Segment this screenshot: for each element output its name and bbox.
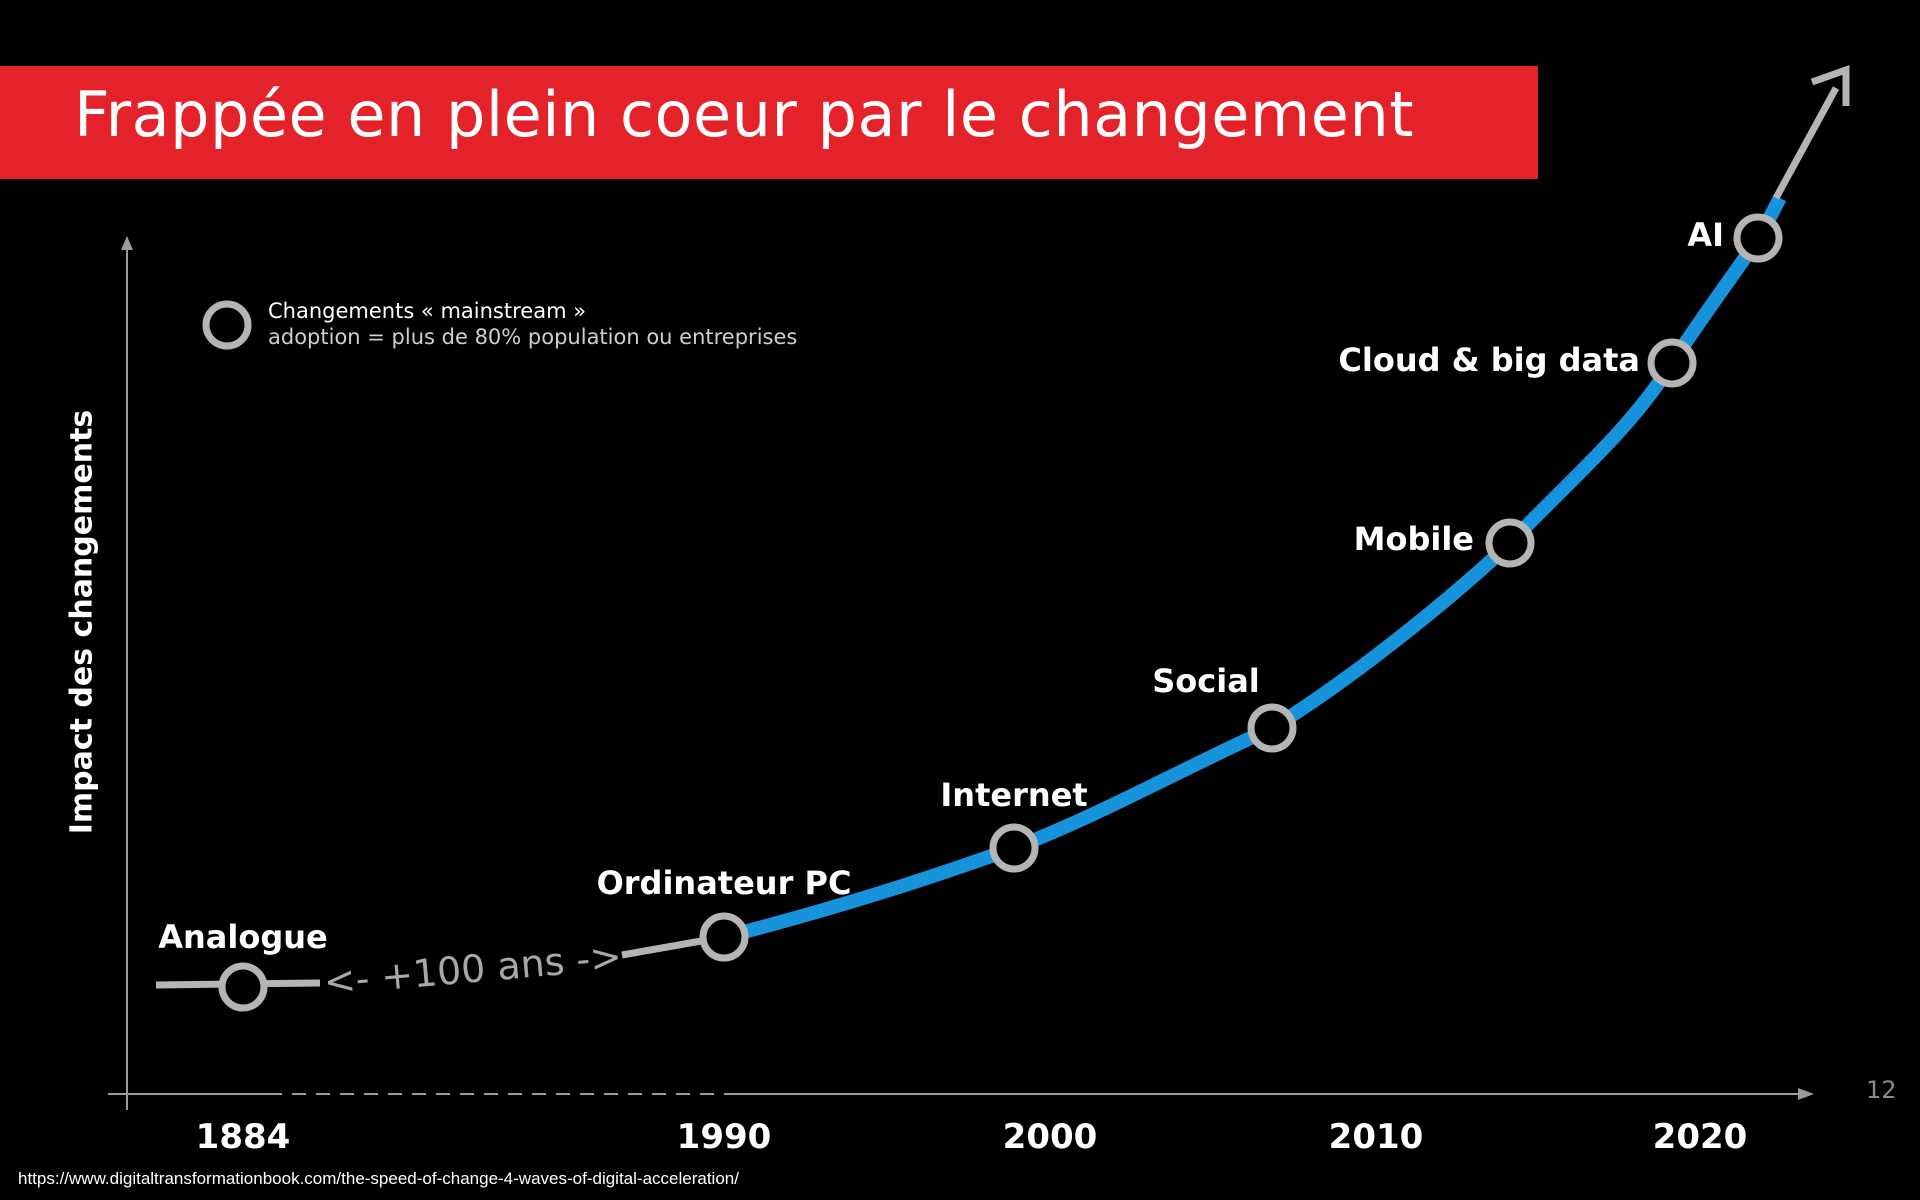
year-tick-2010: 2010 bbox=[1329, 1117, 1424, 1157]
page-number: 12 bbox=[1866, 1076, 1897, 1104]
source-link[interactable]: https://www.digitaltransformationbook.co… bbox=[18, 1169, 739, 1188]
legend-ring-icon bbox=[202, 300, 252, 350]
year-tick-1990: 1990 bbox=[677, 1117, 772, 1157]
milestone-ring-ai bbox=[1733, 213, 1783, 263]
milestone-ring-cloud bbox=[1647, 338, 1697, 388]
milestone-label-analogue: Analogue bbox=[158, 918, 327, 956]
milestone-ring-ordinateur-pc bbox=[699, 912, 749, 962]
milestone-ring-social bbox=[1247, 703, 1297, 753]
milestone-ring-analogue bbox=[218, 962, 268, 1012]
year-tick-1884: 1884 bbox=[196, 1117, 291, 1157]
milestone-label-internet: Internet bbox=[940, 776, 1087, 814]
trend-arrow-line bbox=[1772, 86, 1840, 200]
milestone-ring-mobile bbox=[1485, 518, 1535, 568]
trend-arrowhead bbox=[1810, 65, 1850, 106]
slide-title: Frappée en plein coeur par le changement bbox=[74, 78, 1415, 151]
y-axis-arrowhead bbox=[121, 236, 133, 250]
milestone-label-ordinateur-pc: Ordinateur PC bbox=[597, 864, 852, 902]
milestone-ring-internet bbox=[989, 823, 1039, 873]
milestone-label-social: Social bbox=[1152, 662, 1260, 700]
milestone-label-mobile: Mobile bbox=[1354, 520, 1474, 558]
x-axis-arrowhead bbox=[1798, 1088, 1814, 1100]
legend-description: adoption = plus de 80% population ou ent… bbox=[268, 325, 798, 349]
gap-label: <- +100 ans -> bbox=[322, 934, 624, 1004]
growth-curve bbox=[722, 194, 1787, 944]
milestone-label-cloud: Cloud & big data bbox=[1338, 341, 1640, 379]
year-tick-2000: 2000 bbox=[1003, 1117, 1098, 1157]
year-tick-2020: 2020 bbox=[1653, 1117, 1748, 1157]
title-banner: Frappée en plein coeur par le changement bbox=[0, 66, 1538, 179]
milestone-label-ai: AI bbox=[1687, 216, 1724, 254]
legend-title: Changements « mainstream » bbox=[268, 299, 587, 323]
